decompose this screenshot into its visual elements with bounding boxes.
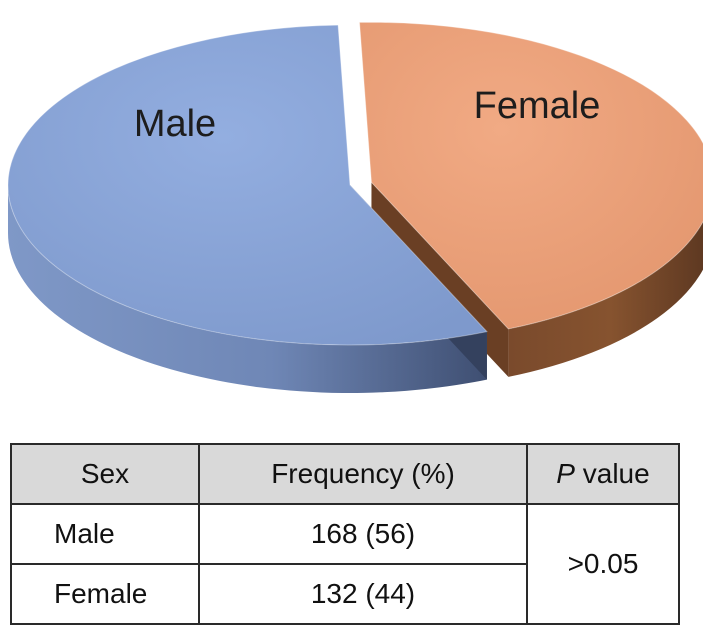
table-row: Male 168 (56) >0.05 <box>10 503 680 625</box>
slice-female <box>508 221 703 377</box>
slice-label-female: Female <box>474 85 601 127</box>
slice-female-top <box>358 21 703 330</box>
pie-chart: Male Female <box>7 21 703 393</box>
slice-male-top <box>7 24 488 346</box>
row-female-sex: Female <box>10 563 200 625</box>
header-frequency: Frequency (%) <box>198 443 528 505</box>
header-sex: Sex <box>10 443 200 505</box>
row-male-frequency: 168 (56) <box>198 503 528 565</box>
slice-label-male: Male <box>134 103 216 145</box>
slice-female-side <box>508 221 703 377</box>
slice-male <box>8 185 487 393</box>
table-row: Female 132 (44) <box>10 563 679 625</box>
row-female-frequency: 132 (44) <box>198 563 528 625</box>
slice-male-side <box>8 185 487 393</box>
row-male-sex: Male <box>10 503 200 565</box>
frequency-table: Sex Frequency (%) P value Male 168 (56) … <box>10 443 680 625</box>
header-p-rest: value <box>574 458 650 489</box>
header-p-letter: P <box>556 458 575 489</box>
header-p-value: P value <box>526 443 680 505</box>
p-value-cell: >0.05 <box>526 503 680 625</box>
table-header-row: Sex Frequency (%) P value <box>10 443 680 505</box>
